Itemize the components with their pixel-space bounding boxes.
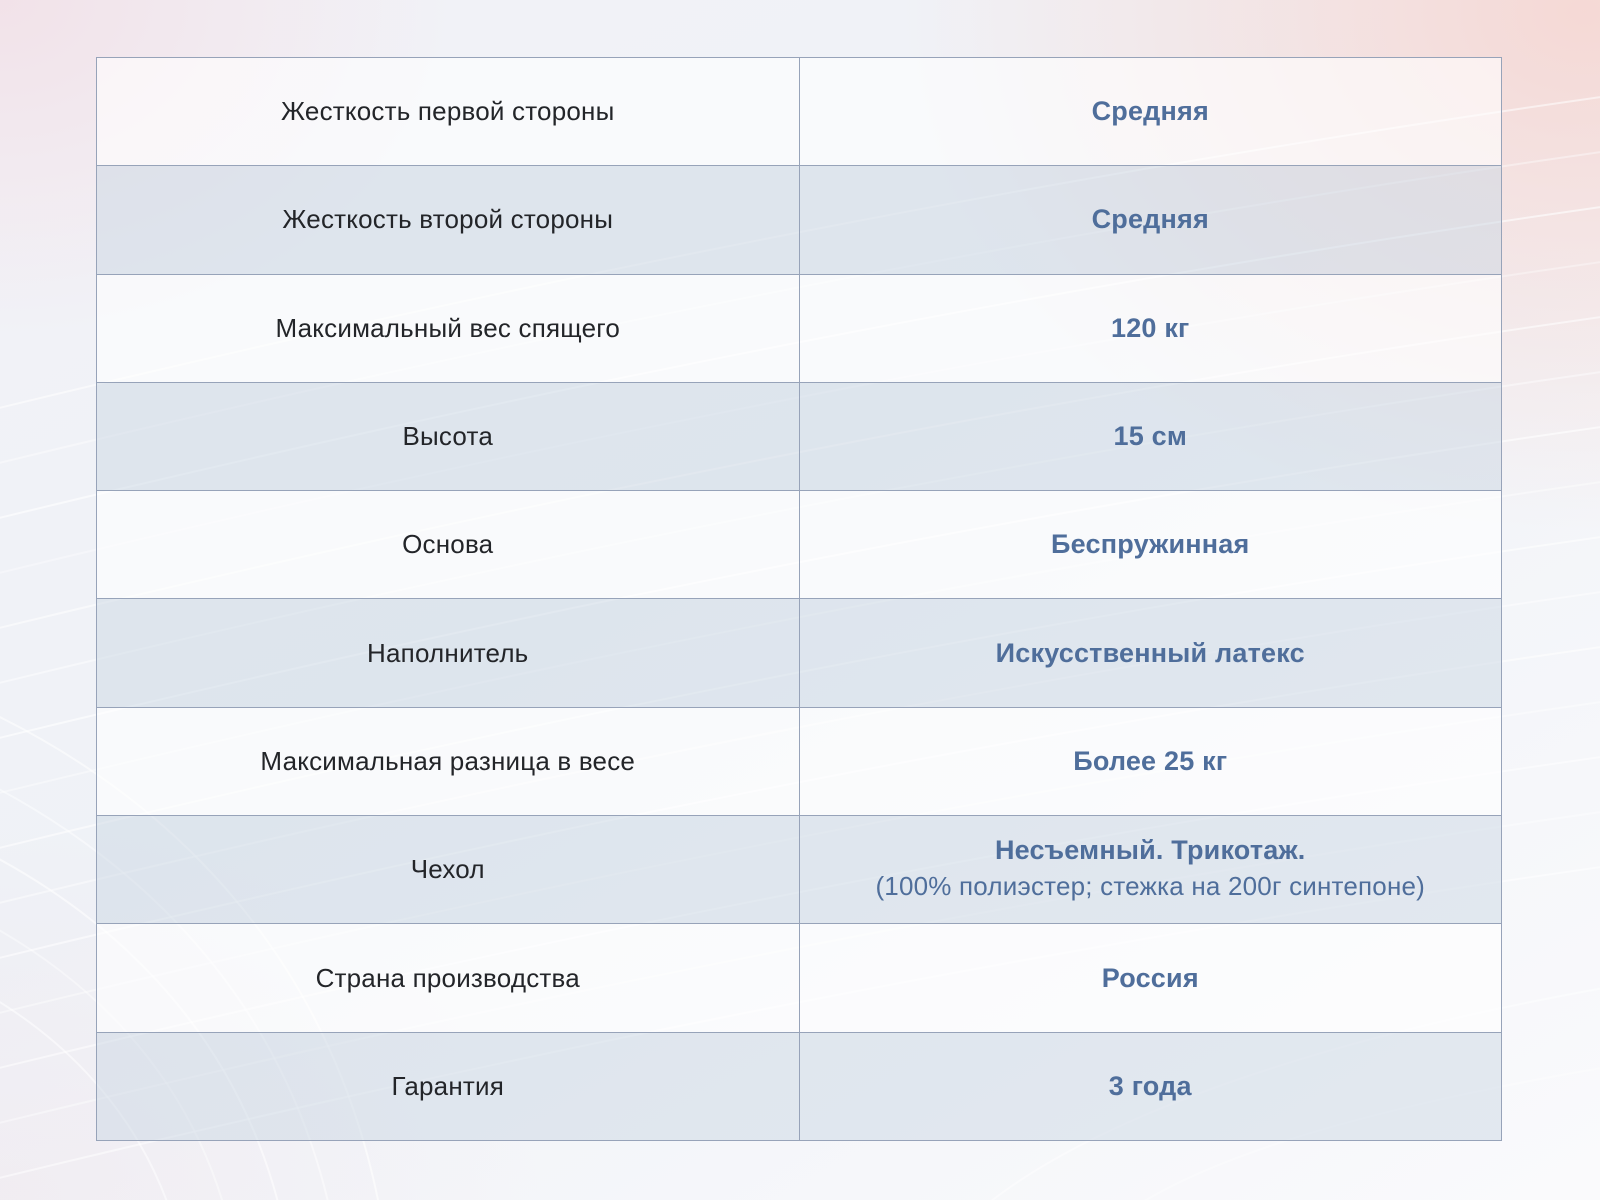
spec-value: Средняя [798, 165, 1502, 275]
spec-value-note: (100% полиэстер; стежка на 200г синтепон… [875, 871, 1426, 902]
spec-value-text: Средняя [1091, 204, 1209, 235]
table-row: Высота 15 см [96, 381, 1502, 492]
table-row: Максимальный вес спящего 120 кг [96, 273, 1502, 383]
spec-value: 120 кг [798, 273, 1502, 383]
spec-value: Средняя [798, 56, 1502, 167]
spec-value-text: Беспружинная [1051, 529, 1250, 560]
spec-value: 3 года [798, 1031, 1502, 1142]
spec-label: Чехол [96, 815, 800, 925]
spec-value-text: Средняя [1091, 96, 1209, 127]
table-row: Жесткость первой стороны Средняя [96, 56, 1502, 167]
table-row: Максимальная разница в весе Более 25 кг [96, 706, 1502, 817]
spec-value-text: Несъемный. Трикотаж. [994, 835, 1306, 866]
spec-value-text: 15 см [1113, 421, 1188, 452]
spec-value: Беспружинная [798, 490, 1502, 600]
spec-label: Жесткость второй стороны [96, 165, 800, 275]
spec-value-text: Более 25 кг [1073, 745, 1228, 776]
spec-label: Гарантия [96, 1031, 800, 1142]
spec-value-text: Искусственный латекс [995, 637, 1305, 668]
spec-value-text: 3 года [1108, 1070, 1192, 1101]
spec-value: Россия [798, 923, 1502, 1033]
specs-table: Жесткость первой стороны Средняя Жесткос… [96, 56, 1502, 1142]
spec-label: Основа [96, 490, 800, 600]
table-row: Чехол Несъемный. Трикотаж. (100% полиэст… [96, 815, 1502, 925]
spec-label: Наполнитель [96, 598, 800, 708]
spec-label: Страна производства [96, 923, 800, 1033]
table-row: Основа Беспружинная [96, 490, 1502, 600]
spec-value-text: Россия [1101, 962, 1199, 993]
spec-value-text: 120 кг [1110, 312, 1190, 343]
spec-label: Жесткость первой стороны [96, 56, 800, 167]
spec-value: Несъемный. Трикотаж. (100% полиэстер; ст… [798, 815, 1502, 925]
spec-label: Высота [96, 381, 800, 492]
table-row: Страна производства Россия [96, 923, 1502, 1033]
spec-value: Более 25 кг [798, 706, 1502, 817]
table-row: Гарантия 3 года [96, 1031, 1502, 1142]
spec-value: Искусственный латекс [798, 598, 1502, 708]
spec-label: Максимальная разница в весе [96, 706, 800, 817]
table-row: Жесткость второй стороны Средняя [96, 165, 1502, 275]
table-row: Наполнитель Искусственный латекс [96, 598, 1502, 708]
spec-label: Максимальный вес спящего [96, 273, 800, 383]
spec-value: 15 см [798, 381, 1502, 492]
